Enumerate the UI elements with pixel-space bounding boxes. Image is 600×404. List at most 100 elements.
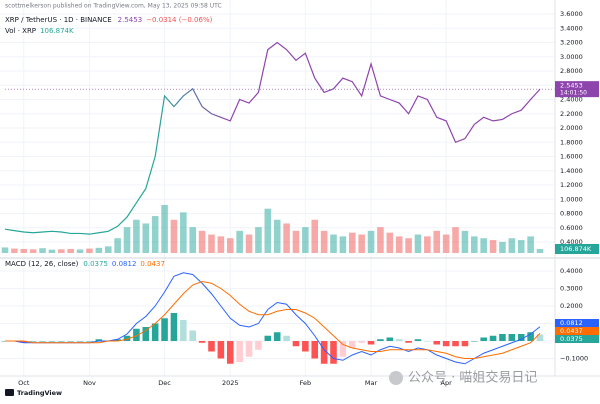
volume-bar: [348, 232, 356, 253]
histogram-bar: [442, 341, 450, 347]
x-tick-label: Mar: [365, 379, 378, 387]
histogram-bar: [161, 318, 168, 341]
histogram-bar: [48, 341, 56, 342]
volume-bar: [414, 234, 422, 253]
histogram-bar: [405, 341, 412, 343]
volume-bar: [29, 249, 37, 253]
histogram-bar: [236, 341, 243, 362]
macd-line: [5, 272, 541, 365]
histogram-bar: [433, 341, 441, 345]
volume-bar: [198, 230, 206, 253]
volume-bar: [433, 230, 441, 253]
histogram-bar: [264, 335, 272, 341]
histogram-bar: [348, 341, 356, 348]
histogram-bar: [452, 341, 459, 347]
volume-bar: [405, 238, 412, 253]
axes: 3.60003.40003.20003.00002.80002.60002.40…: [18, 10, 599, 387]
macd-name: MACD (12, 26, close): [5, 260, 79, 268]
volume-bar: [471, 236, 478, 253]
volume-bar: [517, 240, 525, 253]
volume-bar: [452, 227, 459, 253]
y-tick-label: 3.6000: [560, 10, 583, 18]
signal-last: 0.0437: [140, 260, 165, 268]
volume-bar: [508, 238, 516, 253]
histogram-bar: [198, 341, 206, 343]
volume-bar: [189, 227, 197, 253]
y-tick-label: 3.4000: [560, 24, 583, 32]
publish-info: scottmelkerson published on TradingView.…: [5, 3, 222, 10]
histogram-bar: [330, 341, 337, 364]
y-tick-label: −0.1000: [560, 355, 588, 363]
y-tick-label: 0.2000: [560, 302, 583, 310]
histogram-bar: [339, 341, 347, 357]
countdown-label: 14:01:50: [560, 90, 587, 97]
histogram-box: [555, 335, 599, 343]
histogram-last-label: 0.0375: [560, 335, 583, 343]
x-tick-label: Feb: [300, 379, 312, 387]
volume-bar: [95, 247, 103, 253]
last-price-label: 2.5453: [560, 82, 583, 90]
histogram-bar: [395, 339, 403, 341]
volume-bar: [489, 240, 497, 253]
last-price-box: [555, 81, 599, 98]
histogram-bar: [386, 337, 394, 341]
signal-last-label: 0.0437: [560, 327, 583, 335]
histogram-bar: [255, 341, 262, 350]
histogram-bar: [95, 339, 103, 341]
histogram-bar: [208, 341, 215, 352]
symbol-title: XRP / TetherUS · 1D · BINANCE 2.5453 −0.03…: [5, 16, 213, 24]
signal-box: [555, 327, 599, 335]
histogram-bar: [39, 341, 46, 342]
volume-bar: [527, 236, 534, 253]
volume-bar: [386, 232, 394, 253]
y-tick-label: 0.4000: [560, 238, 583, 246]
volume-bar: [424, 236, 431, 253]
signal-line: [5, 280, 541, 359]
volume-bar: [39, 248, 46, 253]
price-change: −0.0314 (−0.06%): [146, 16, 212, 24]
y-tick-label: 0.3000: [560, 285, 583, 293]
x-tick-label: Dec: [158, 379, 171, 387]
price-line: [4, 41, 541, 235]
histogram-bar: [367, 341, 375, 345]
volume-last-label: 106.874K: [560, 245, 592, 253]
volume-bar: [133, 219, 140, 253]
volume-bar: [358, 234, 365, 253]
volume-bar: [151, 216, 159, 253]
histogram-bar: [489, 335, 497, 341]
y-tick-label: 2.2000: [560, 110, 583, 118]
histogram-bar: [292, 341, 300, 347]
volume-bar: [58, 249, 65, 253]
histogram-bar: [536, 334, 544, 341]
histogram-bar: [480, 337, 487, 341]
y-tick-label: 0.8000: [560, 210, 583, 218]
histogram-bar: [114, 339, 121, 341]
volume-last: 106.874K: [40, 27, 74, 35]
histogram-bar: [67, 341, 74, 342]
y-tick-label: 1.0000: [560, 195, 583, 203]
histogram-bar: [20, 341, 28, 343]
watermark-text: 公众号 · 喵姐交易日记: [408, 370, 537, 386]
tradingview-logo: TradingView: [5, 389, 62, 397]
volume-bar: [395, 236, 403, 253]
macd-hist-last: 0.0375: [83, 260, 108, 268]
macd-title: MACD (12, 26, close) 0.0375 0.0812 0.0437: [5, 260, 165, 268]
histogram-bar: [283, 335, 290, 341]
histogram-bar: [508, 334, 516, 341]
histogram-bar: [461, 341, 469, 347]
logo-text: TradingView: [17, 389, 62, 397]
volume-bar: [226, 238, 234, 253]
volume-bar: [499, 241, 506, 253]
volume-bar: [217, 236, 225, 253]
volume-bar: [20, 248, 28, 253]
volume-bar: [67, 248, 74, 253]
y-tick-label: 2.4000: [560, 96, 583, 104]
histogram-bar: [29, 341, 37, 342]
histogram-bar: [170, 313, 178, 341]
volume-bar: [142, 223, 150, 253]
volume-bar: [264, 208, 272, 253]
volume-bar: [245, 234, 253, 253]
histogram-bar: [414, 339, 422, 341]
volume-bar: [480, 238, 487, 253]
volume-bar: [76, 249, 84, 253]
